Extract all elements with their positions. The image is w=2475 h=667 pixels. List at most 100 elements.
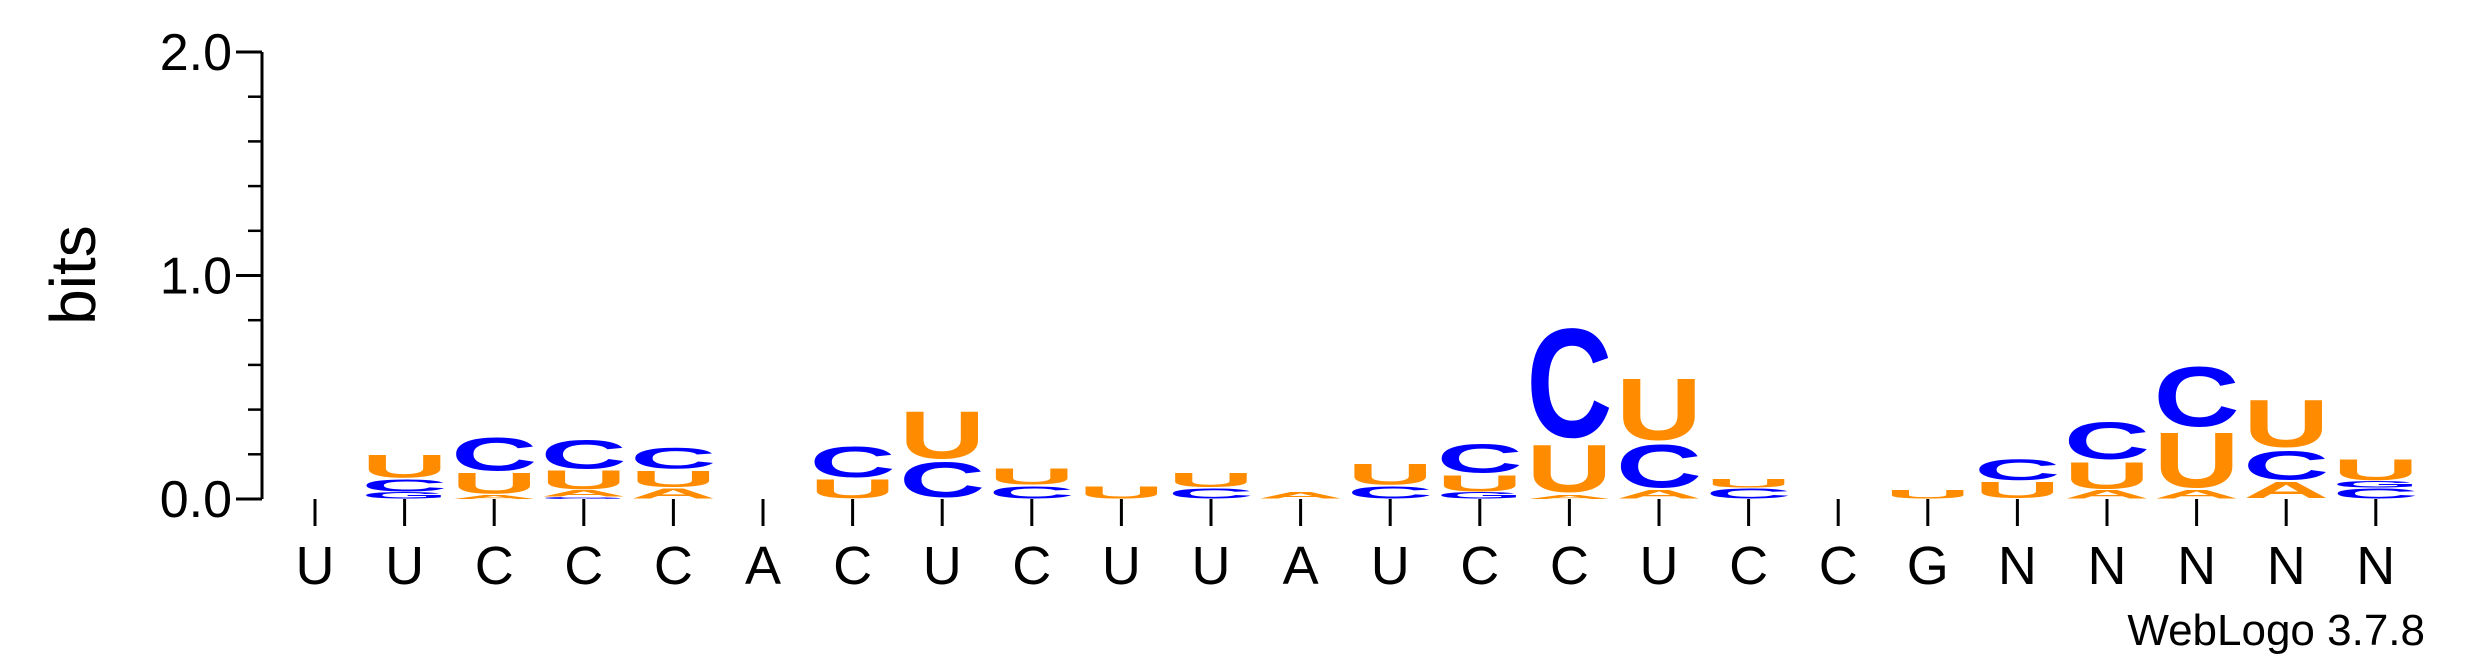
svg-text:C: C [1168, 485, 1254, 501]
svg-text:C: C [2154, 349, 2240, 444]
y-axis-label: bits [37, 225, 109, 325]
svg-text:U: U [1078, 483, 1164, 503]
logo-letter-U: U [1347, 458, 1433, 491]
y-axis: 0.0 1.0 2.0 [160, 24, 264, 529]
svg-text:C: C [2243, 442, 2329, 488]
logo-letter-A: A [1526, 493, 1612, 500]
y-tick-label: 1.0 [160, 248, 232, 306]
logo-letter-A: A [1258, 491, 1344, 501]
svg-text:C: C [1706, 485, 1792, 501]
logo-letter-G: G [362, 491, 448, 501]
position-label: U [1371, 536, 1410, 596]
position-label: U [1102, 536, 1141, 596]
position-label: U [923, 536, 962, 596]
logo-letter-U: U [1974, 477, 2060, 503]
logo-letter-C: C [1526, 298, 1612, 471]
position-label: N [2267, 536, 2306, 596]
svg-text:A: A [2243, 477, 2329, 503]
logo-letter-U: U [1168, 469, 1254, 492]
logo-letter-U: U [1706, 477, 1792, 490]
logo-letter-A: A [541, 488, 627, 498]
position-label: C [654, 536, 693, 596]
position-label: C [564, 536, 603, 596]
logo-letter-C: C [989, 483, 1075, 503]
svg-text:U: U [2064, 454, 2150, 497]
svg-text:U: U [810, 474, 896, 503]
svg-text:U: U [2154, 416, 2240, 505]
svg-text:C: C [541, 431, 627, 477]
logo-letter-U: U [2154, 416, 2240, 505]
svg-text:C: C [2333, 485, 2419, 501]
position-label: C [1819, 536, 1858, 596]
y-tick-label: 2.0 [160, 24, 232, 82]
logo-letter-C: C [2154, 349, 2240, 444]
svg-text:C: C [1347, 483, 1433, 503]
logo-letter-U: U [1078, 483, 1164, 503]
logo-letter-U: U [810, 474, 896, 503]
logo-letter-U: U [541, 465, 627, 494]
logo-letter-A: A [451, 493, 537, 500]
svg-text:A: A [2064, 488, 2150, 501]
logo-letter-U: U [2333, 454, 2419, 487]
svg-text:A: A [1258, 491, 1344, 501]
position-label: U [1640, 536, 1679, 596]
logo-letter-C: C [1168, 485, 1254, 501]
weblogo-credit: WebLogo 3.7.8 [2127, 606, 2425, 655]
position-label: C [1550, 536, 1589, 596]
svg-text:U: U [362, 449, 448, 485]
svg-text:U: U [989, 464, 1075, 490]
position-label: N [2356, 536, 2395, 596]
y-tick-label: 0.0 [160, 471, 232, 529]
svg-text:C: C [630, 442, 716, 475]
svg-text:A: A [541, 488, 627, 498]
svg-text:U: U [899, 397, 985, 473]
logo-letter-G: G [541, 496, 627, 499]
position-label: A [1283, 536, 1319, 596]
svg-text:C: C [1974, 454, 2060, 487]
position-label: N [1998, 536, 2037, 596]
logo-letter-C: C [451, 428, 537, 480]
svg-text:U: U [630, 466, 716, 492]
logo-letter-C: C [2243, 442, 2329, 488]
position-label: N [2177, 536, 2216, 596]
position-label: C [475, 536, 514, 596]
position-label: U [296, 536, 335, 596]
svg-text:U: U [1706, 477, 1792, 490]
svg-text:C: C [451, 428, 537, 480]
logo-letter-C: C [1974, 454, 2060, 487]
logo-letter-C: C [810, 438, 896, 487]
logo-letter-U: U [362, 449, 448, 485]
svg-text:A: A [1526, 493, 1612, 500]
position-label: U [1192, 536, 1231, 596]
logo-letter-U: U [1526, 430, 1612, 506]
logo-letter-C: C [1616, 432, 1702, 501]
svg-text:A: A [2154, 488, 2240, 501]
logo-letter-U: U [630, 466, 716, 492]
svg-text:G: G [1437, 491, 1523, 501]
logo-letter-G: G [2333, 479, 2419, 489]
svg-text:A: A [630, 485, 716, 501]
logo-letter-C: C [1347, 483, 1433, 503]
logo-letter-C: C [541, 431, 627, 477]
svg-text:U: U [1885, 488, 1971, 501]
logo-letter-U: U [1885, 488, 1971, 501]
position-label: N [2088, 536, 2127, 596]
position-label: A [745, 536, 781, 596]
svg-text:C: C [899, 452, 985, 508]
position-label: C [1012, 536, 1051, 596]
logo-letter-C: C [2064, 411, 2150, 470]
position-label: C [1729, 536, 1768, 596]
svg-text:U: U [2243, 386, 2329, 462]
svg-text:A: A [451, 493, 537, 500]
logo-letter-U: U [451, 467, 537, 500]
svg-text:A: A [1616, 488, 1702, 501]
svg-text:U: U [1974, 477, 2060, 503]
logo-letter-U: U [989, 464, 1075, 490]
position-label: U [385, 536, 424, 596]
svg-text:C: C [362, 476, 448, 496]
logo-letter-C: C [1706, 485, 1792, 501]
svg-text:U: U [1168, 469, 1254, 492]
